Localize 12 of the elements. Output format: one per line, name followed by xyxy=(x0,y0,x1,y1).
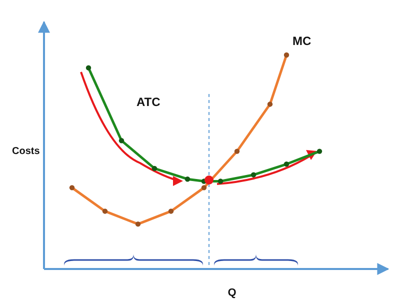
point xyxy=(218,178,224,184)
point xyxy=(316,148,322,154)
point xyxy=(118,138,124,144)
point xyxy=(250,172,256,178)
point xyxy=(152,166,158,172)
x-axis-title: Q xyxy=(228,287,237,299)
y-axis-title: Costs xyxy=(12,146,40,157)
series-label: MC xyxy=(292,34,312,48)
point xyxy=(184,176,190,182)
point xyxy=(284,162,290,167)
point xyxy=(86,65,92,70)
text: ATC xyxy=(136,94,161,109)
